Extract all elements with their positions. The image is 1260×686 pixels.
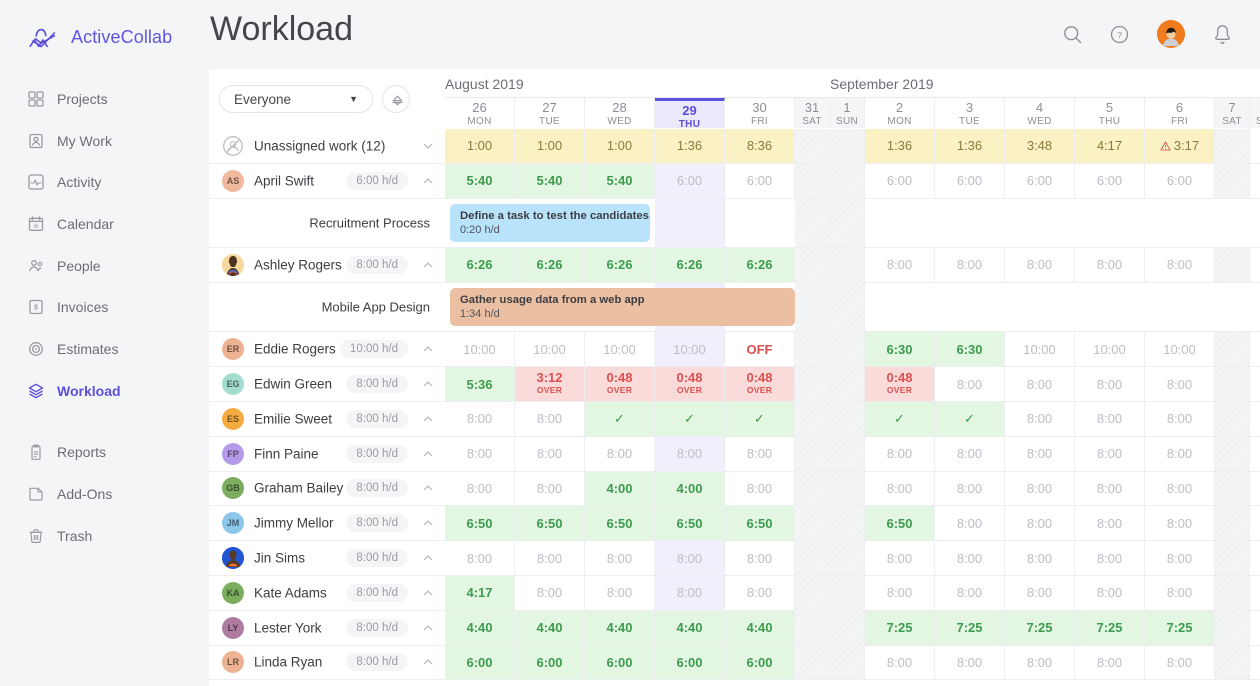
svg-text:?: ? bbox=[1117, 30, 1122, 40]
svg-text:29: 29 bbox=[34, 223, 39, 228]
svg-text:$: $ bbox=[34, 305, 38, 312]
